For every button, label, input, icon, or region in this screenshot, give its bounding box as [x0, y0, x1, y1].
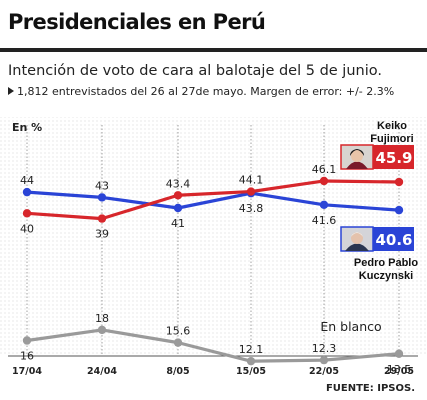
series-line [25, 179, 401, 221]
data-label: 43.8 [239, 202, 264, 215]
legend-blank: En blanco [320, 319, 381, 334]
triangle-bullet-icon [8, 87, 14, 95]
data-label: 39 [95, 228, 109, 241]
keiko-callout-value: 45.9 [375, 149, 412, 167]
x-axis-ticks: 17/04 24/04 8/05 15/05 22/05 29/05 [12, 366, 414, 377]
x-tick-label: 15/05 [236, 366, 266, 377]
series-line [25, 190, 401, 212]
data-point [173, 191, 183, 200]
data-label: 43 [95, 179, 109, 192]
title-rule [0, 48, 427, 52]
series-points [22, 176, 404, 366]
series-lines [25, 179, 401, 363]
keiko-avatar [340, 144, 374, 170]
data-label: 12.3 [312, 342, 337, 355]
data-point [97, 325, 107, 335]
chart-subtitle: Intención de voto de cara al balotaje de… [8, 63, 382, 79]
data-label: 40 [20, 222, 34, 235]
x-tick-label: 29/05 [384, 366, 414, 377]
data-point [319, 355, 329, 365]
data-point [246, 187, 256, 196]
data-label: 12.1 [239, 343, 264, 356]
ppk-value-box [373, 227, 414, 251]
x-tick-label: 24/04 [87, 366, 117, 377]
x-tick-label: 22/05 [309, 366, 339, 377]
data-label: 44 [20, 174, 34, 187]
chart-title: Presidenciales en Perú [8, 10, 266, 34]
data-point [394, 205, 404, 215]
data-point [394, 349, 404, 358]
ppk-avatar [340, 226, 374, 252]
x-tick-label: 8/05 [166, 366, 189, 377]
legend-keiko-line2: Fujimori [370, 133, 413, 145]
data-point [319, 176, 329, 186]
data-label: 46.1 [312, 163, 337, 176]
data-point [22, 187, 32, 197]
source-note: FUENTE: IPSOS. [325, 383, 415, 394]
data-point [319, 200, 329, 210]
legend-keiko-line1: Keiko [377, 120, 407, 132]
data-point [97, 193, 107, 202]
data-label: 15.6 [166, 325, 191, 338]
ppk-callout-value: 40.6 [375, 231, 412, 249]
data-point [173, 203, 183, 213]
data-point [97, 214, 107, 223]
survey-note: 1,812 entrevistados del 26 al 27de mayo.… [8, 85, 394, 98]
legend: Keiko Fujimori 45.9 40.6 Pedro Pablo Kuc… [320, 120, 418, 334]
series-line [25, 328, 401, 363]
legend-ppk-line1: Pedro Pablo [354, 257, 418, 269]
y-unit-label: En % [12, 121, 42, 134]
survey-note-text: 1,812 entrevistados del 26 al 27de mayo.… [17, 85, 395, 98]
data-label: 44.1 [239, 174, 264, 187]
legend-ppk-line2: Kuczynski [359, 270, 413, 282]
data-label: 16 [20, 350, 34, 363]
value-labels: 16 18 15.6 12.1 12.3 13.5 44 43 41 43.8 41.6 40 39 43… [20, 163, 411, 376]
data-label: 13.5 [387, 363, 412, 376]
data-point [22, 336, 32, 345]
data-label: 18 [95, 312, 109, 325]
data-point [173, 338, 183, 347]
data-label: 43.4 [166, 177, 191, 190]
data-point [394, 177, 404, 187]
data-point [22, 209, 32, 218]
data-point [246, 356, 256, 366]
x-tick-label: 17/04 [12, 366, 42, 377]
keiko-value-box [373, 145, 414, 169]
data-label: 41.6 [312, 214, 337, 227]
data-label: 41 [171, 217, 185, 230]
